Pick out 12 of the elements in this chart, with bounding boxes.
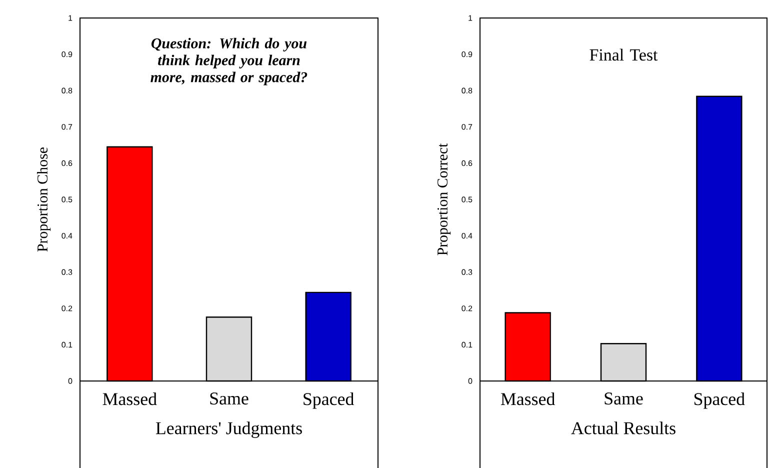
annotation: Final Test xyxy=(590,48,658,61)
x-axis-title: Actual Results xyxy=(571,422,676,434)
x-tick-label: Massed xyxy=(500,392,556,406)
x-tick-label: Spaced xyxy=(694,392,745,409)
x-axis-title: Learners' Judgments xyxy=(156,422,302,438)
x-tick-label: Massed xyxy=(102,392,157,406)
x-tick-label: Same xyxy=(604,392,643,405)
x-tick-label: Same xyxy=(210,392,248,405)
annotation: Question: Which do you think helped you learn more, massed or spaced? xyxy=(150,38,308,86)
x-tick-label: Spaced xyxy=(304,392,354,409)
y-axis-title: Proportion Correct xyxy=(437,143,451,256)
y-axis-title: Proportion Chose xyxy=(37,148,51,252)
